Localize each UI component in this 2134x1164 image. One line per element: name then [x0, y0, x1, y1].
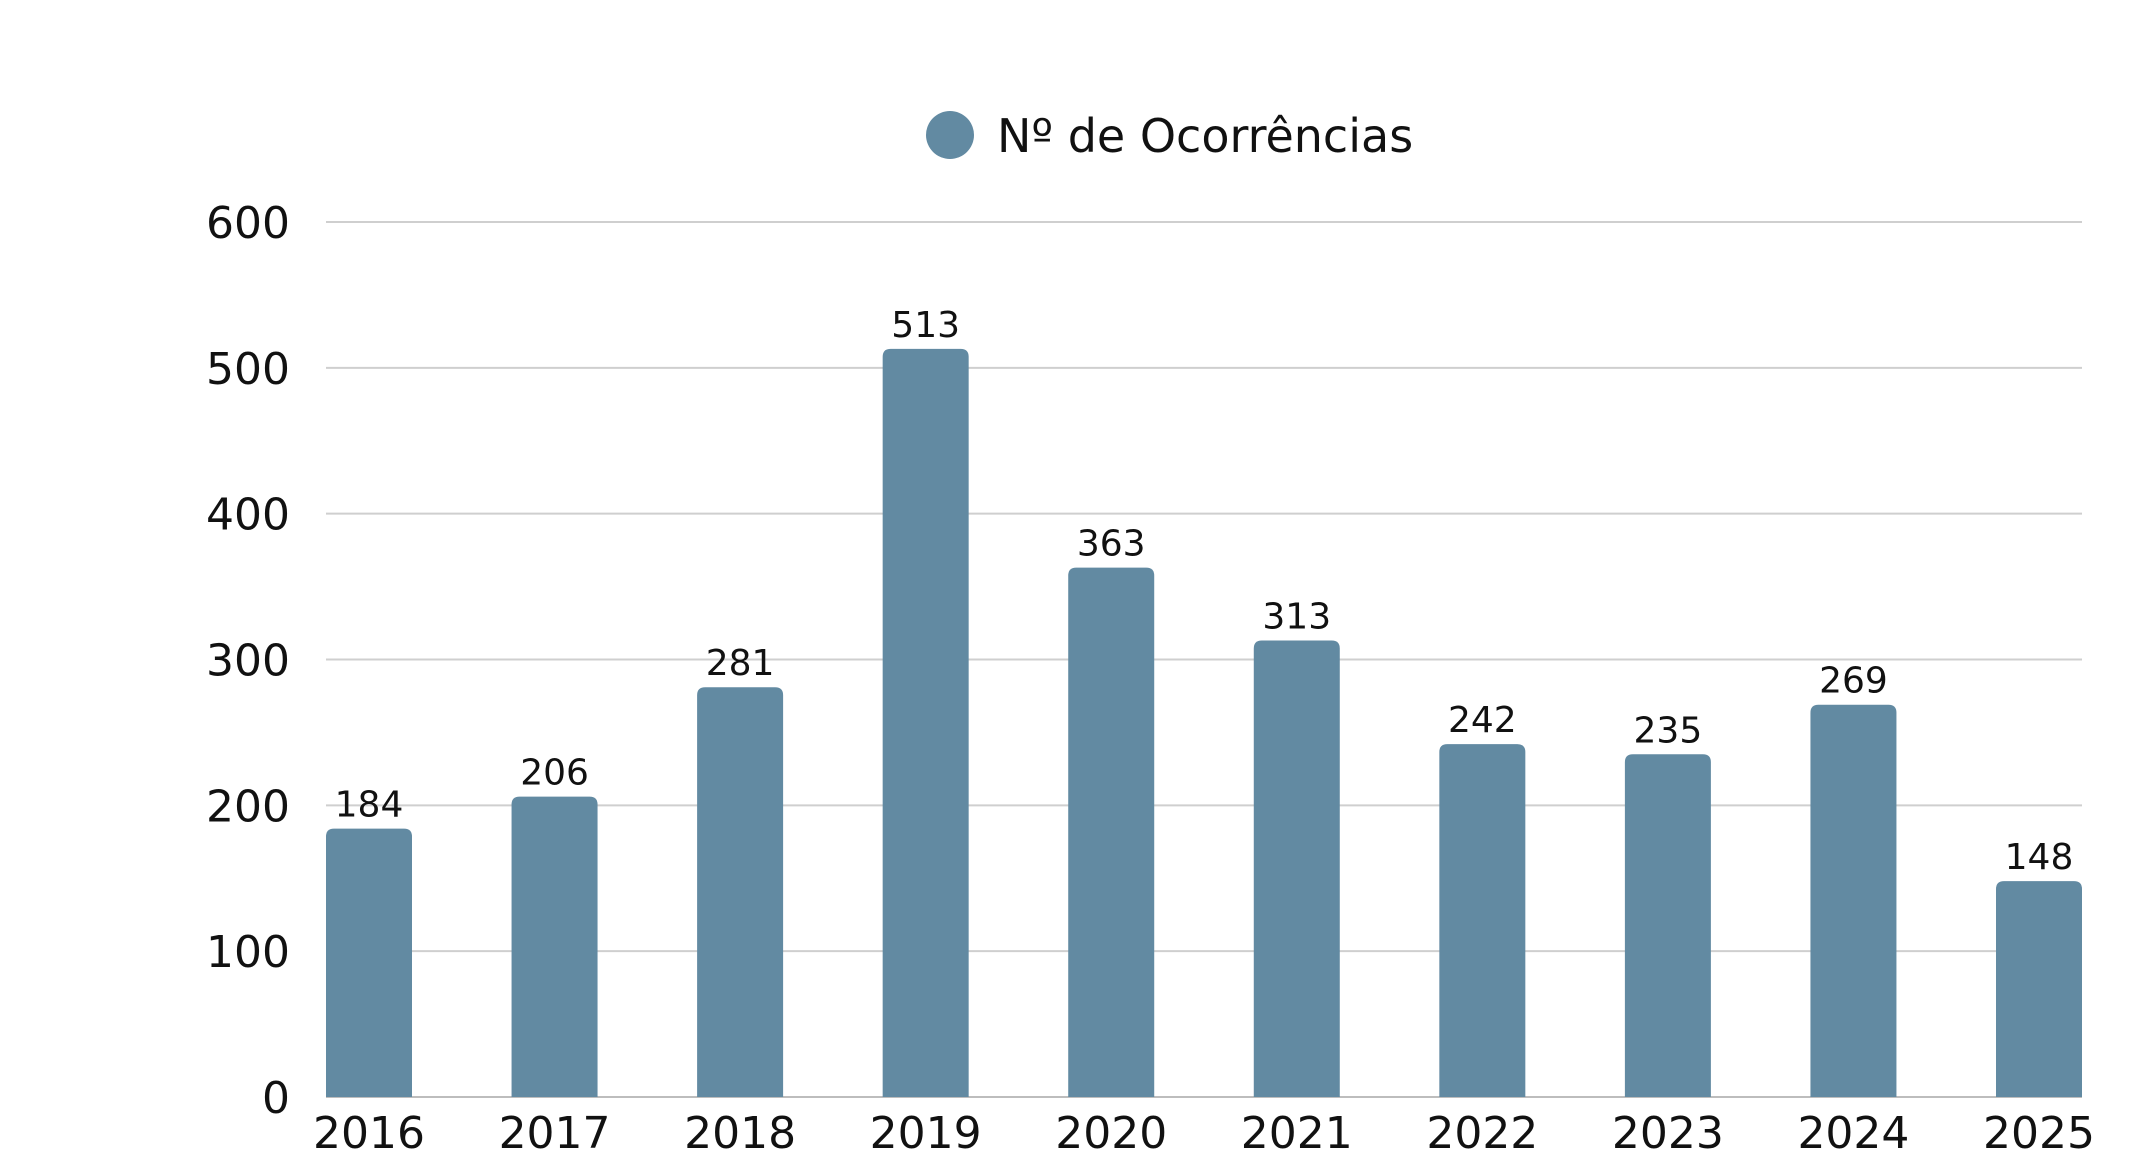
y-tick-label: 400: [206, 490, 290, 541]
y-tick-label: 100: [206, 927, 290, 978]
data-label-2019: 513: [891, 305, 960, 346]
y-tick-label: 0: [262, 1073, 290, 1124]
y-tick-label: 500: [206, 344, 290, 395]
y-tick-label: 600: [206, 198, 290, 249]
y-tick-label: 200: [206, 781, 290, 832]
bar-2018: [697, 687, 784, 1097]
x-tick-label: 2019: [870, 1108, 982, 1159]
y-axis-ticks: 0 100 200 300 400 500 600: [206, 198, 290, 1124]
x-tick-label: 2023: [1612, 1108, 1724, 1159]
bar-2023: [1624, 754, 1711, 1097]
data-label-2022: 242: [1448, 700, 1517, 741]
bar-2016: [326, 828, 412, 1097]
legend: Nº de Ocorrências: [926, 109, 1413, 163]
x-tick-label: 2024: [1797, 1108, 1909, 1159]
bar-2022: [1439, 744, 1526, 1097]
bar-2020: [1068, 567, 1155, 1097]
x-tick-label: 2018: [684, 1108, 796, 1159]
bar-2019: [882, 348, 969, 1097]
x-tick-label: 2020: [1055, 1108, 1167, 1159]
x-tick-label: 2021: [1241, 1108, 1353, 1159]
bar-2017: [511, 796, 598, 1097]
bar-value-labels: 184 206 281 513 363 313 242 235 269 148: [335, 305, 2074, 878]
data-label-2025: 148: [2005, 837, 2074, 878]
gridlines: [326, 221, 2082, 1098]
x-tick-label: 2016: [313, 1108, 425, 1159]
y-tick-label: 300: [206, 636, 290, 687]
data-label-2023: 235: [1634, 710, 1703, 751]
x-tick-label: 2025: [1983, 1108, 2095, 1159]
legend-label: Nº de Ocorrências: [997, 109, 1413, 163]
bars: [326, 348, 2082, 1097]
x-tick-label: 2022: [1426, 1108, 1538, 1159]
data-label-2020: 363: [1077, 524, 1146, 565]
bar-2024: [1810, 704, 1897, 1097]
data-label-2016: 184: [335, 785, 404, 826]
data-label-2018: 281: [706, 643, 775, 684]
bar-2025: [1996, 881, 2082, 1097]
x-axis-ticks: 2016 2017 2018 2019 2020 2021 2022 2023 2024 2025: [313, 1108, 2095, 1159]
data-label-2021: 313: [1262, 597, 1331, 638]
legend-marker-icon: [926, 111, 974, 159]
data-label-2017: 206: [520, 753, 589, 794]
x-tick-label: 2017: [499, 1108, 611, 1159]
data-label-2024: 269: [1819, 661, 1888, 702]
bar-2021: [1253, 640, 1340, 1097]
